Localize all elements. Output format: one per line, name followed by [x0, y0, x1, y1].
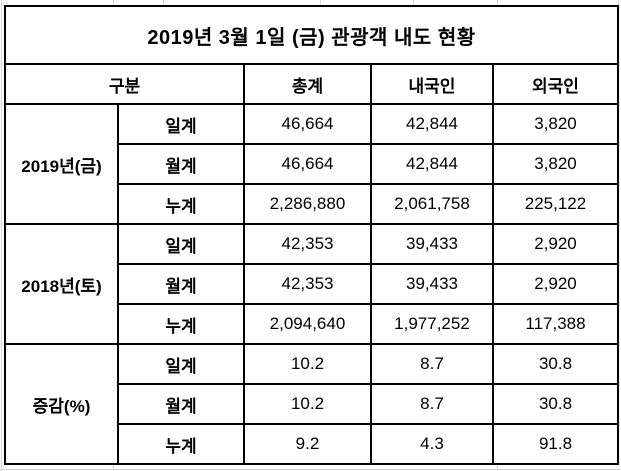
- value-foreign: 117,388: [492, 303, 619, 345]
- value-foreign: 30.8: [492, 343, 619, 385]
- row-label: 누계: [117, 423, 245, 465]
- value-foreign: 2,920: [492, 223, 619, 265]
- row-label: 월계: [117, 143, 245, 185]
- header-domestic: 내국인: [370, 63, 494, 105]
- value-domestic: 4.3: [370, 423, 494, 465]
- header-category: 구분: [4, 63, 245, 105]
- value-foreign: 3,820: [492, 143, 619, 185]
- gridline-left-margin: [1, 0, 2, 471]
- gridline-bottom-stub: [497, 465, 498, 471]
- gridline-top-stub: [163, 0, 164, 6]
- row-label: 일계: [117, 343, 245, 385]
- report-title: 2019년 3월 1일 (금) 관광객 내도 현황: [4, 5, 619, 65]
- value-foreign: 3,820: [492, 103, 619, 145]
- row-label: 일계: [117, 223, 245, 265]
- gridline-top-stub: [413, 0, 414, 6]
- gridline-bottom-stub: [113, 465, 114, 471]
- gridline-top-stub: [618, 0, 619, 6]
- value-foreign: 30.8: [492, 383, 619, 425]
- gridline-bottom-margin: [0, 469, 621, 470]
- title-row: 2019년 3월 1일 (금) 관광객 내도 현황: [4, 5, 619, 65]
- gridline-top-stub: [497, 0, 498, 6]
- value-domestic: 8.7: [370, 343, 494, 385]
- value-foreign: 91.8: [492, 423, 619, 465]
- value-total: 2,094,640: [243, 303, 372, 345]
- group-label-2019: 2019년(금): [4, 103, 119, 225]
- table-row: 누계 2,094,640 1,977,252 117,388: [5, 303, 619, 345]
- value-total: 42,353: [243, 223, 372, 265]
- table-row: 월계 46,664 42,844 3,820: [5, 143, 619, 185]
- header-foreign: 외국인: [492, 63, 619, 105]
- value-total: 46,664: [243, 103, 372, 145]
- table-row: 2018년(토) 일계 42,353 39,433 2,920: [4, 223, 619, 345]
- value-total: 10.2: [243, 383, 372, 425]
- value-domestic: 42,844: [370, 103, 494, 145]
- row-label: 누계: [117, 183, 245, 225]
- group-label-2018: 2018년(토): [4, 223, 119, 345]
- gridline-top-stub: [320, 0, 321, 6]
- value-domestic: 42,844: [370, 143, 494, 185]
- row-label: 월계: [117, 263, 245, 305]
- tourist-arrivals-table: 2019년 3월 1일 (금) 관광객 내도 현황 구분 총계 내국인 외국인 …: [4, 5, 619, 465]
- value-domestic: 2,061,758: [370, 183, 494, 225]
- gridline-top-stub: [113, 0, 114, 6]
- header-row: 구분 총계 내국인 외국인: [4, 63, 619, 105]
- value-total: 2,286,880: [243, 183, 372, 225]
- group-label-change: 증감(%): [4, 343, 119, 465]
- header-total: 총계: [243, 63, 372, 105]
- table-row: 누계 2,286,880 2,061,758 225,122: [5, 183, 619, 225]
- table-row: 누계 9.2 4.3 91.8: [5, 423, 619, 465]
- value-domestic: 39,433: [370, 263, 494, 305]
- row-label: 누계: [117, 303, 245, 345]
- value-total: 42,353: [243, 263, 372, 305]
- value-foreign: 225,122: [492, 183, 619, 225]
- value-total: 10.2: [243, 343, 372, 385]
- table-row: 증감(%) 일계 10.2 8.7 30.8: [4, 343, 619, 465]
- row-label: 일계: [117, 103, 245, 145]
- table-row: 2019년(금) 일계 46,664 42,844 3,820: [4, 103, 619, 225]
- value-total: 9.2: [243, 423, 372, 465]
- table-row: 월계 10.2 8.7 30.8: [5, 383, 619, 425]
- value-domestic: 1,977,252: [370, 303, 494, 345]
- value-total: 46,664: [243, 143, 372, 185]
- value-foreign: 2,920: [492, 263, 619, 305]
- value-domestic: 8.7: [370, 383, 494, 425]
- table-row: 월계 42,353 39,433 2,920: [5, 263, 619, 305]
- value-domestic: 39,433: [370, 223, 494, 265]
- row-label: 월계: [117, 383, 245, 425]
